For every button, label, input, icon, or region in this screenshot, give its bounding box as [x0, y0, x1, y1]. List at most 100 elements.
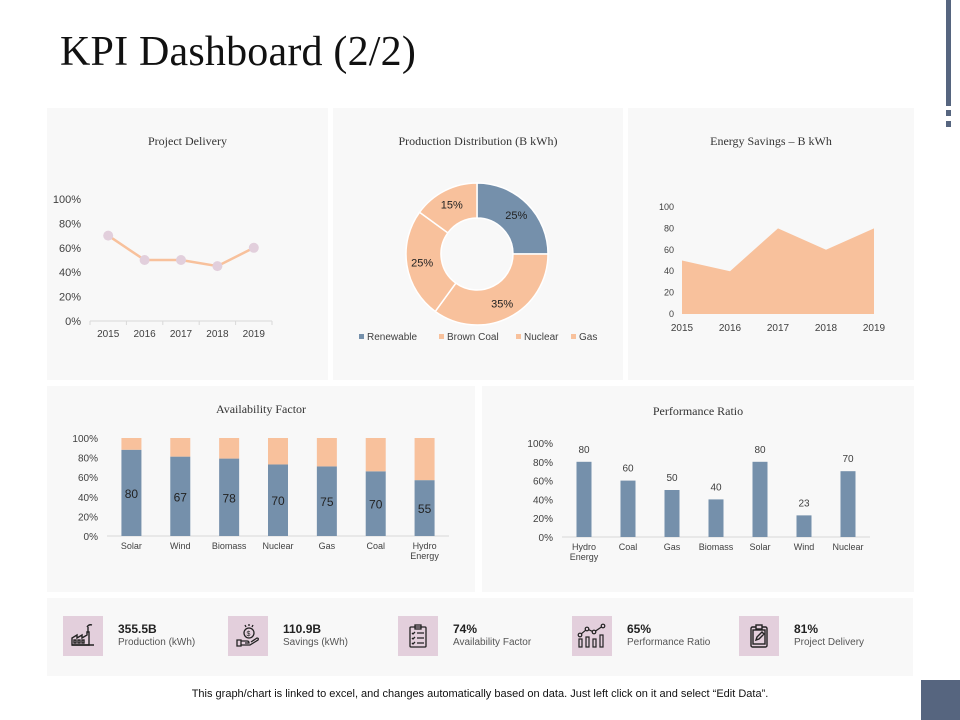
bar-remaining — [365, 438, 386, 472]
chart-title: Performance Ratio — [652, 404, 744, 418]
footer-note: This graph/chart is linked to excel, and… — [191, 688, 769, 700]
bar — [840, 471, 856, 537]
project-delivery-panel[interactable]: Project Delivery 0% 20% 40% 60% 80% 100% 2015 2… — [47, 108, 328, 380]
data-label: 80 — [578, 445, 590, 456]
performance-ratio-panel[interactable]: Performance Ratio 0% 20% 40% 60% 80% 100% 80 Hy… — [482, 386, 914, 592]
y-tick-label: 80% — [533, 458, 553, 469]
pie-slice-gas — [418, 182, 478, 234]
bar-remaining — [316, 438, 337, 467]
y-tick-label: 20% — [59, 292, 81, 304]
y-tick-label: 20 — [664, 288, 674, 298]
x-tick-label: 2017 — [767, 323, 790, 334]
x-tick-label: 2015 — [671, 323, 694, 334]
kpi-value: 65% — [627, 622, 652, 636]
bar-available — [121, 449, 142, 536]
bar-available — [170, 456, 191, 536]
bar — [576, 461, 592, 537]
y-tick-label: 40% — [78, 493, 98, 504]
data-point — [103, 230, 114, 241]
data-label: 70 — [271, 494, 285, 508]
energy-savings-panel[interactable]: Energy Savings – B kWh 0 20 40 60 80 100 2015 2… — [628, 108, 914, 380]
x-tick-label: Energy — [570, 552, 599, 562]
chart-title: Availability Factor — [215, 402, 307, 416]
production-distribution-chart: 25% 35% 25% 15% Renewable Brown Coal Nuclear Ga… — [359, 182, 597, 343]
production-distribution-panel[interactable]: Production Distribution (B kWh) 25% 35% 25… — [333, 108, 623, 380]
legend-label: Brown Coal — [447, 332, 499, 343]
data-label: 50 — [666, 473, 678, 484]
bar-available — [268, 464, 288, 536]
x-tick-label: 2019 — [243, 329, 266, 340]
chart-title: Production Distribution (B kWh) — [398, 134, 558, 148]
kpi-production: 355.5B Production (kWh) — [63, 616, 195, 656]
bar-remaining — [170, 438, 191, 457]
y-tick-label: 100% — [72, 434, 98, 445]
y-tick-label: 20% — [78, 512, 98, 523]
chart-title: Project Delivery — [148, 134, 227, 148]
data-label: 70 — [842, 454, 854, 465]
data-label: 23 — [798, 498, 810, 509]
data-label: 78 — [222, 491, 236, 505]
chart-growth-icon — [572, 616, 612, 656]
data-label: 35% — [491, 298, 513, 310]
data-label: 80 — [754, 445, 766, 456]
bar-available — [316, 466, 337, 536]
x-tick-label: Gas — [664, 542, 681, 552]
x-tick-label: Gas — [319, 541, 336, 551]
y-tick-label: 100 — [659, 202, 674, 212]
y-tick-label: 0% — [539, 533, 554, 544]
bar-remaining — [268, 438, 288, 465]
x-tick-label: Hydro — [413, 541, 437, 551]
data-label: 60 — [622, 464, 634, 475]
chart-title: Energy Savings – B kWh — [710, 134, 832, 148]
bar-remaining — [414, 438, 435, 481]
bar-remaining — [219, 438, 240, 459]
kpi-performance: 65% Performance Ratio — [572, 616, 710, 656]
corner-accent — [921, 680, 960, 720]
kpi-value: 81% — [794, 622, 819, 636]
x-tick-label: 2015 — [97, 329, 120, 340]
data-label: 40 — [710, 482, 722, 493]
availability-factor-chart: 0% 20% 40% 60% 80% 100% 80 Solar 67 Wind 78 Biomass… — [72, 434, 449, 561]
bar — [796, 515, 812, 537]
y-tick-label: 100% — [527, 439, 553, 450]
x-tick-label: 2018 — [815, 323, 838, 334]
y-tick-label: 80% — [78, 454, 98, 465]
data-area — [682, 228, 874, 314]
bar — [708, 499, 724, 537]
legend-swatch — [516, 334, 521, 339]
x-tick-label: Nuclear — [262, 541, 293, 551]
availability-factor-panel[interactable]: Availability Factor 0% 20% 40% 60% 80% 100% 80… — [47, 386, 475, 592]
data-label: 80 — [125, 487, 139, 501]
data-point — [212, 261, 223, 272]
accent-square — [946, 121, 951, 127]
x-tick-label: 2019 — [863, 323, 886, 334]
y-tick-label: 0 — [669, 309, 674, 319]
x-tick-label: Coal — [619, 542, 638, 552]
y-tick-label: 60 — [664, 245, 674, 255]
legend-label: Renewable — [367, 332, 417, 343]
kpi-availability: 74% Availability Factor — [398, 616, 531, 656]
y-tick-label: 40 — [664, 266, 674, 276]
data-label: 25% — [411, 258, 433, 270]
x-tick-label: 2016 — [719, 323, 742, 334]
y-tick-label: 60% — [78, 473, 98, 484]
legend-label: Nuclear — [524, 332, 559, 343]
clipboard-edit-icon — [739, 616, 779, 656]
y-tick-label: 40% — [533, 495, 553, 506]
data-label: 67 — [174, 490, 188, 504]
kpi-value: 110.9B — [283, 622, 322, 636]
legend-swatch — [359, 334, 364, 339]
data-label: 25% — [505, 210, 527, 222]
bar — [620, 480, 636, 537]
x-tick-label: 2018 — [206, 329, 229, 340]
x-tick-label: 2017 — [170, 329, 193, 340]
bar-available — [414, 480, 435, 536]
legend-swatch — [571, 334, 576, 339]
accent-bar — [946, 0, 951, 106]
x-tick-label: Biomass — [212, 541, 247, 551]
page-title: KPI Dashboard (2/2) — [60, 29, 417, 75]
bar-available — [365, 471, 386, 536]
energy-savings-chart: 0 20 40 60 80 100 2015 2016 2017 2018 2019 — [659, 202, 886, 334]
svg-text:$: $ — [247, 631, 251, 638]
